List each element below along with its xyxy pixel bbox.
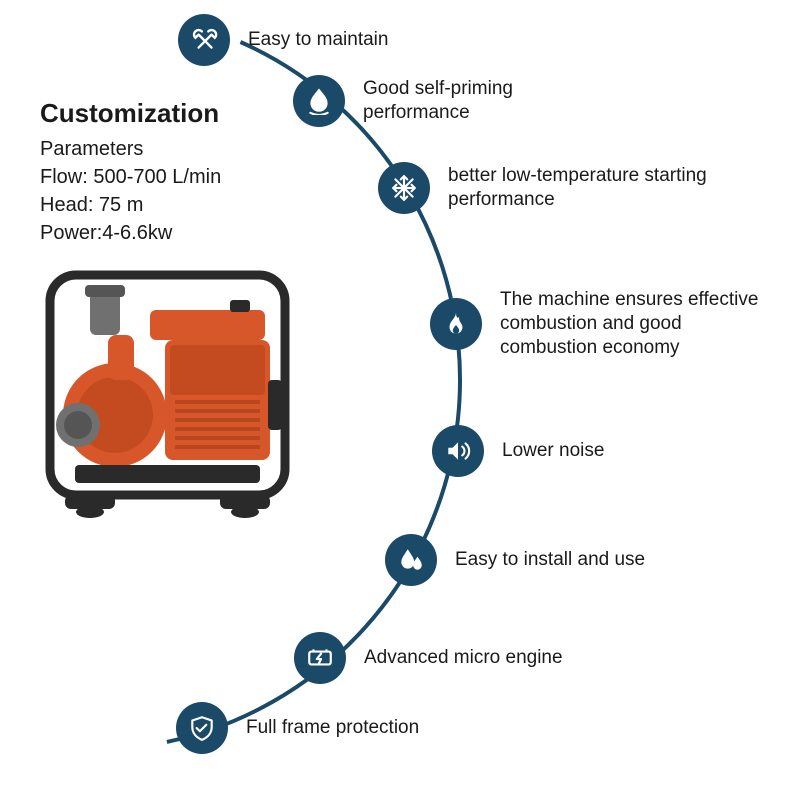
feature-label: Good self-priming performance: [363, 77, 623, 125]
tools-icon: [178, 14, 230, 66]
flame-icon: [430, 298, 482, 350]
feature-label: Easy to install and use: [455, 548, 645, 572]
feature-label: Lower noise: [502, 439, 604, 463]
feature-item: Full frame protection: [176, 702, 419, 754]
feature-label: better low-temperature starting performa…: [448, 164, 708, 212]
customization-line: Head: 75 m: [40, 191, 221, 219]
feature-label: The machine ensures effective combustion…: [500, 288, 760, 359]
feature-item: better low-temperature starting performa…: [378, 162, 708, 214]
customization-line: Parameters: [40, 135, 221, 163]
feature-item: Easy to maintain: [178, 14, 388, 66]
feature-label: Full frame protection: [246, 716, 419, 740]
feature-item: Good self-priming performance: [293, 75, 623, 127]
customization-line: Flow: 500-700 L/min: [40, 163, 221, 191]
sound-icon: [432, 425, 484, 477]
feature-item: Easy to install and use: [385, 534, 645, 586]
customization-line: Power:4-6.6kw: [40, 219, 221, 247]
feature-label: Advanced micro engine: [364, 646, 563, 670]
feature-item: Advanced micro engine: [294, 632, 563, 684]
feature-label: Easy to maintain: [248, 28, 388, 52]
customization-title: Customization: [40, 98, 221, 129]
product-image: [30, 250, 305, 525]
feature-item: The machine ensures effective combustion…: [430, 288, 760, 359]
drip-icon: [293, 75, 345, 127]
feature-item: Lower noise: [432, 425, 604, 477]
battery-icon: [294, 632, 346, 684]
water-icon: [385, 534, 437, 586]
shield-icon: [176, 702, 228, 754]
snow-icon: [378, 162, 430, 214]
customization-block: Customization Parameters Flow: 500-700 L…: [40, 98, 221, 247]
